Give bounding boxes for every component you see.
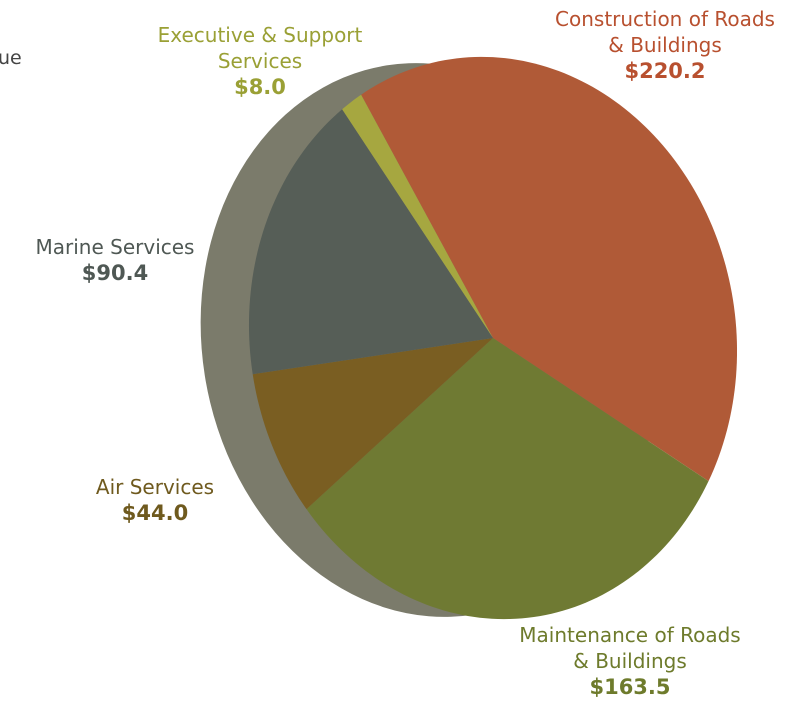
slice-maintenance [306,338,709,620]
label-construction: Construction of Roads & Buildings $220.2 [555,7,775,83]
label-maintenance: Maintenance of Roads & Buildings $163.5 [519,623,741,699]
slice-air [252,338,493,510]
slice-construction [361,56,738,482]
slice-executive [342,94,493,338]
clipped-heading-text: ue [0,47,22,69]
label-marine: Marine Services $90.4 [35,235,195,285]
slice-marine [248,109,493,375]
label-executive: Executive & Support Services $8.0 [157,23,363,99]
label-air: Air Services $44.0 [95,475,215,525]
